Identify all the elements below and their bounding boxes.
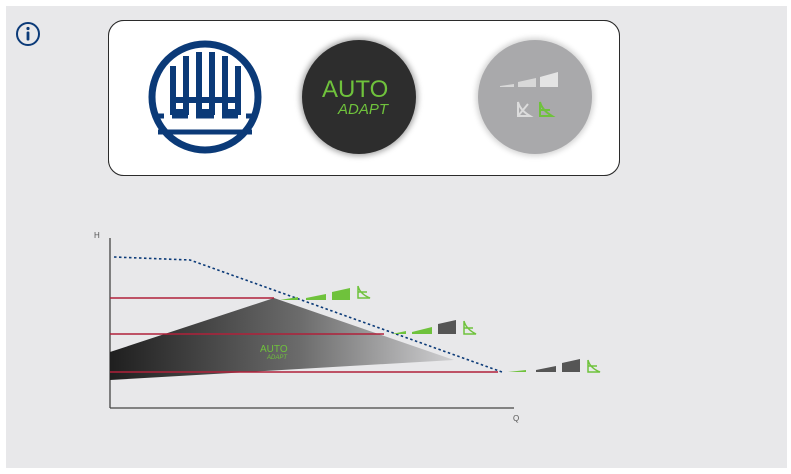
speed-indicator-mid: [392, 320, 477, 335]
speed-indicator-low: [508, 359, 601, 373]
range-label-line2: ADAPT: [266, 355, 288, 361]
x-axis-label: Q: [513, 414, 519, 423]
auto-adapt-label-line1: AUTO: [322, 76, 389, 103]
pump-curve-chart: H Q AUTO ADAPT: [94, 231, 601, 423]
constant-curve-button[interactable]: [478, 40, 592, 154]
info-icon[interactable]: [14, 20, 42, 48]
auto-adapt-range: [110, 298, 454, 380]
y-axis-label: H: [94, 231, 100, 240]
auto-adapt-button[interactable]: AUTO ADAPT: [302, 40, 416, 154]
auto-adapt-label-line2: ADAPT: [338, 101, 389, 118]
constant-curve-icon: [500, 72, 558, 117]
underfloor-heating-icon[interactable]: [148, 40, 262, 154]
speed-indicator-high: [280, 285, 371, 300]
max-curve: [113, 256, 503, 373]
range-label-line1: AUTO: [260, 344, 288, 355]
